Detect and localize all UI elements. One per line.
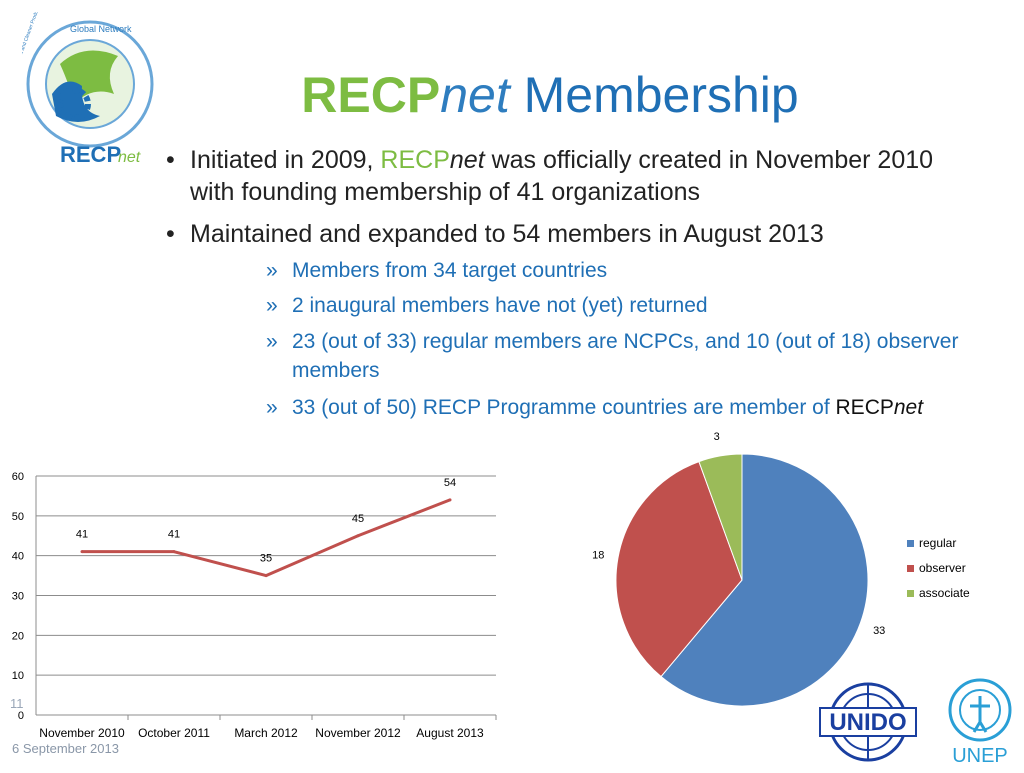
membership-line-chart: 0 10 20 30 40 50 60 November 2010 October 2011 Ma…: [0, 462, 510, 768]
legend-label: associate: [919, 586, 970, 600]
logo-wordmark-recp: RECP: [60, 142, 121, 167]
unido-text: UNIDO: [829, 709, 906, 736]
bullet-text: Initiated in 2009,: [190, 146, 381, 174]
page-title: RECPnet Membership: [180, 64, 920, 126]
x-tick-label: October 2011: [138, 726, 210, 740]
x-tick-label: November 2012: [315, 726, 401, 740]
pie-data-label: 33: [873, 625, 885, 637]
sub-bullet-recp: RECP: [835, 396, 894, 419]
pie-slice-observer: [615, 460, 743, 678]
x-tick-label: March 2012: [234, 726, 298, 740]
data-point: [172, 550, 176, 554]
title-recp: RECP: [301, 67, 441, 123]
data-label: 41: [168, 529, 180, 541]
data-label: 35: [260, 553, 272, 565]
unep-text: UNEP: [952, 745, 1008, 767]
y-tick-label: 40: [12, 551, 24, 563]
legend-label: regular: [919, 536, 956, 550]
recpnet-logo: RECP net Global Network Resource Efficie…: [6, 0, 170, 182]
sub-bullet-net: net: [893, 396, 924, 419]
logo-ring-text: Global Network: [70, 24, 132, 34]
y-tick-label: 20: [12, 630, 24, 642]
y-tick-label: 50: [12, 511, 24, 523]
unep-logo: UNEP: [940, 676, 1020, 768]
sub-bullet-text: 23 (out of 33) regular members are NCPCs…: [292, 330, 959, 382]
legend-swatch: [907, 565, 914, 572]
data-point: [356, 534, 360, 538]
bullet-text: Maintained and expanded to 54 members in…: [190, 220, 824, 248]
sub-bullet-marker: »: [266, 259, 278, 282]
logo-wordmark-net: net: [118, 149, 141, 166]
data-label: 45: [352, 513, 364, 525]
pie-data-label: 18: [592, 550, 604, 562]
x-tick-label: November 2010: [39, 726, 125, 740]
sub-bullet-text: Members from 34 target countries: [292, 259, 608, 282]
legend-swatch: [907, 590, 914, 597]
bullet-net: net: [449, 146, 485, 174]
title-rest: Membership: [509, 67, 799, 123]
sub-bullet-text: 2 inaugural members have not (yet) retur…: [292, 294, 708, 317]
bullet-marker: •: [166, 146, 175, 174]
pie-slice-regular: [660, 453, 869, 707]
footer-date: 6 September 2013: [12, 741, 119, 756]
bullet-marker: •: [166, 220, 175, 248]
data-point: [80, 550, 84, 554]
y-tick-label: 0: [18, 710, 24, 722]
data-label: 54: [444, 477, 456, 489]
y-tick-label: 60: [12, 471, 24, 483]
sub-bullet-marker: »: [266, 330, 278, 353]
legend-swatch: [907, 540, 914, 547]
data-point: [448, 498, 452, 502]
data-point: [264, 574, 268, 578]
sub-bullet-marker: »: [266, 294, 278, 317]
bullet-text-post: was officially created in November 2010 …: [190, 146, 934, 206]
unido-logo: UNIDO: [818, 680, 918, 766]
pie-data-label: 3: [714, 431, 720, 443]
pie-slice-associate: [698, 453, 743, 581]
sub-bullet-marker: »: [266, 396, 278, 419]
data-label: 41: [76, 529, 88, 541]
y-tick-label: 30: [12, 591, 24, 603]
y-tick-label: 10: [12, 670, 24, 682]
legend-label: observer: [919, 561, 966, 575]
x-tick-label: August 2013: [416, 726, 484, 740]
page-number: 11: [10, 696, 24, 711]
title-net: net: [440, 67, 510, 123]
bullet-recp: RECP: [380, 146, 450, 174]
membership-pie-chart: 33 18 3 regular observer associate: [580, 426, 1000, 726]
sub-bullet-text: 33 (out of 50) RECP Programme countries …: [292, 396, 836, 419]
